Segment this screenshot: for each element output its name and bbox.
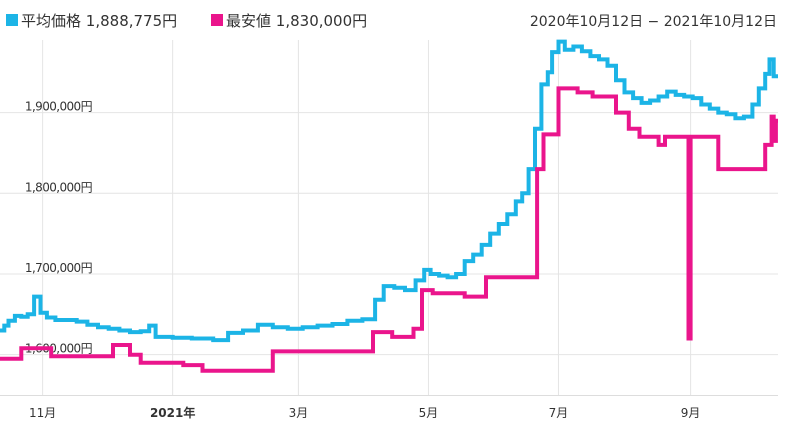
avg-legend-swatch bbox=[6, 14, 18, 26]
y-tick-label-1: 1,700,000円 bbox=[25, 261, 92, 275]
y-tick-label-0: 1,600,000円 bbox=[25, 342, 92, 356]
legend: 平均価格 1,888,775円 最安値 1,830,000円 bbox=[6, 12, 367, 30]
x-tick-label-1: 2021年 bbox=[150, 405, 195, 420]
plot-area: 1,600,000円 1,700,000円 1,800,000円 1,900,000円… bbox=[0, 39, 778, 420]
series-line-0 bbox=[0, 39, 778, 343]
y-tick-label-2: 1,800,000円 bbox=[25, 180, 92, 194]
series-line-1 bbox=[0, 86, 778, 373]
x-tick-label-0: 11月 bbox=[29, 406, 56, 420]
min-legend-swatch bbox=[211, 14, 223, 26]
y-tick-label-3: 1,900,000円 bbox=[25, 100, 92, 114]
x-tick-label-5: 9月 bbox=[681, 406, 701, 420]
date-range: 2020年10月12日 − 2021年10月12日 bbox=[530, 14, 777, 30]
x-tick-label-2: 3月 bbox=[289, 406, 309, 420]
x-tick-label-4: 7月 bbox=[549, 406, 569, 420]
min-legend-label: 最安値 1,830,000円 bbox=[226, 12, 367, 30]
x-tick-label-3: 5月 bbox=[419, 406, 439, 420]
avg-legend-label: 平均価格 1,888,775円 bbox=[21, 12, 177, 30]
